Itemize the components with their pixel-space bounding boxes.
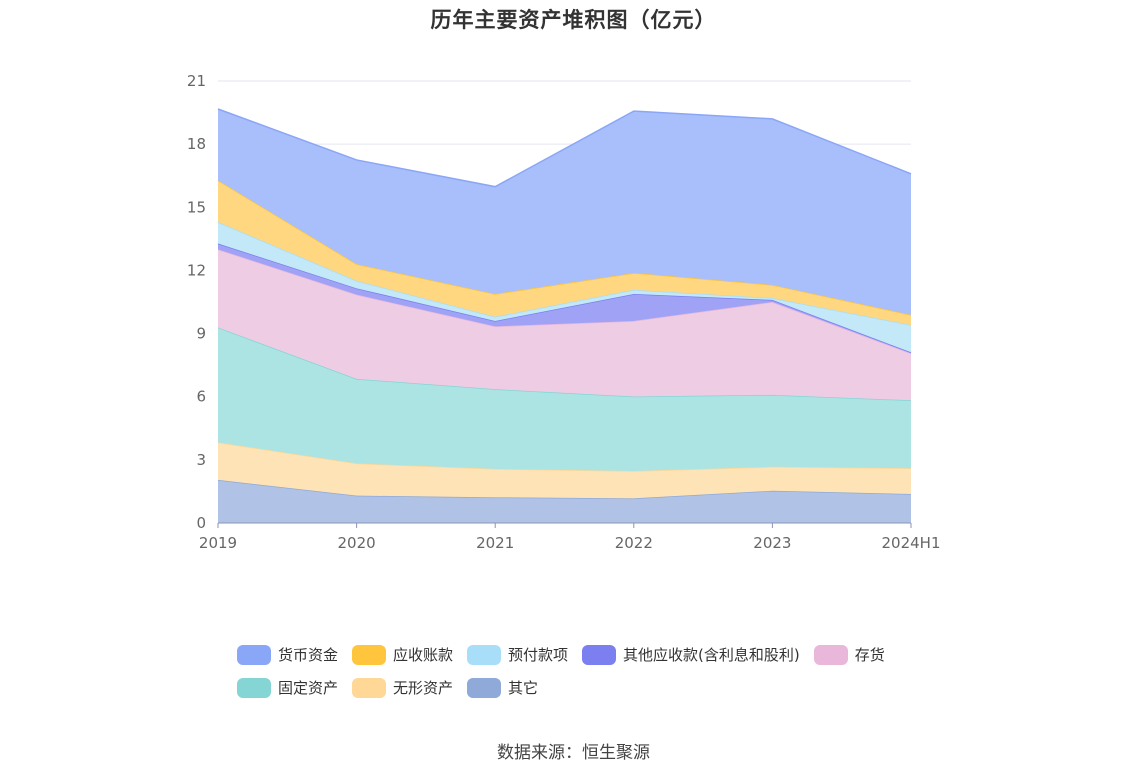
series-line-货币资金 [217,108,912,188]
x-tick-label: 2020 [338,534,376,552]
x-tick-label: 2021 [476,534,514,552]
legend-label: 固定资产 [278,679,339,697]
legend-item-inventory[interactable]: 存货 [813,644,885,665]
y-tick-label: 3 [196,451,206,469]
y-tick-label: 6 [196,388,206,406]
legend-row-2: 固定资产 无形资产 其它 [237,671,937,704]
legend-swatch [352,644,387,665]
area-存货 [218,249,911,401]
legend-item-receivables[interactable]: 应收账款 [352,644,453,665]
legend-label: 应收账款 [393,646,454,664]
legend-item-intangible-assets[interactable]: 无形资产 [352,677,453,698]
y-tick-label: 15 [187,198,206,216]
legend-item-other[interactable]: 其它 [467,677,538,698]
legend-item-prepayments[interactable]: 预付款项 [467,644,568,665]
x-tick-label: 2023 [753,534,791,552]
area-预付款项 [218,222,911,353]
legend-label: 存货 [854,646,885,664]
legend-swatch [237,677,271,698]
legend-swatch [467,644,502,665]
legend-label: 其它 [508,679,539,697]
chart-title: 历年主要资产堆积图（亿元） [430,8,717,32]
legend-item-other-receivables[interactable]: 其他应收款(含利息和股利) [582,644,800,665]
legend-label: 货币资金 [278,646,339,664]
area-应收账款 [218,180,911,325]
legend-row-1: 货币资金 应收账款 预付款项 其他应收款(含利息和股利) 存货 [237,638,937,671]
stacked-area-chart: 0 3 6 9 12 15 18 21 2019 2020 2021 2022 2023 2024H1 [187,72,941,552]
legend-swatch [582,644,617,665]
area-其它 [218,479,911,523]
legend-label: 预付款项 [508,646,569,664]
legend-label: 无形资产 [393,679,454,697]
legend-swatch [352,677,387,698]
legend-item-cash[interactable]: 货币资金 [237,644,338,665]
area-固定资产 [218,327,911,472]
legend: 货币资金 应收账款 预付款项 其他应收款(含利息和股利) 存货 固定资产 无形资… [237,638,937,704]
data-source: 数据来源：恒生聚源 [497,743,650,763]
legend-item-fixed-assets[interactable]: 固定资产 [237,677,338,698]
legend-swatch [467,677,502,698]
area-series [217,108,912,523]
legend-label: 其他应收款(含利息和股利) [623,646,800,664]
x-tick-label: 2019 [199,534,237,552]
axes: 0 3 6 9 12 15 18 21 2019 2020 2021 2022 2023 2024H1 [187,72,941,552]
y-tick-label: 9 [196,325,206,343]
y-tick-label: 18 [187,135,206,153]
y-tick-label: 0 [196,514,206,532]
y-tick-label: 12 [187,261,206,279]
x-tick-label: 2022 [615,534,653,552]
area-货币资金 [218,108,911,315]
legend-swatch [237,644,271,665]
x-tick-label: 2024H1 [882,534,941,552]
y-tick-label: 21 [187,72,206,90]
legend-swatch [813,644,848,665]
